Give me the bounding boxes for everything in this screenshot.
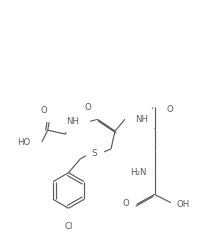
- Text: O: O: [122, 199, 129, 208]
- Text: NH: NH: [135, 115, 148, 124]
- Text: Cl: Cl: [64, 222, 73, 231]
- Text: O: O: [84, 103, 91, 112]
- Text: H₂N: H₂N: [130, 168, 146, 177]
- Text: O: O: [41, 106, 48, 115]
- Text: NH: NH: [66, 117, 79, 126]
- Text: S: S: [91, 150, 97, 158]
- Text: OH: OH: [176, 200, 190, 209]
- Text: O: O: [166, 105, 173, 114]
- Text: HO: HO: [17, 138, 30, 146]
